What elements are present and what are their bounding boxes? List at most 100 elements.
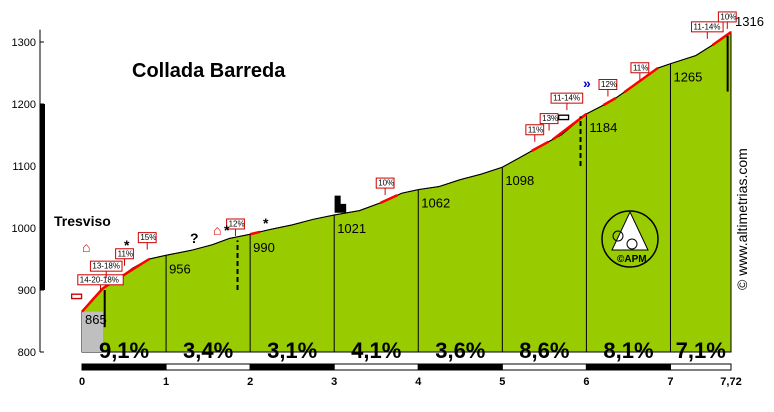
x-tick-label: 0	[79, 376, 85, 388]
apm-logo: ©APM	[601, 210, 659, 268]
watermark-text: © www.altimetrias.com	[734, 148, 750, 290]
y-tick-label: 1000	[12, 223, 36, 235]
ramp-label-text: 11-14%	[693, 22, 720, 31]
question-icon: ?	[190, 230, 199, 246]
axes: 800 900 1000 1100 1200 1300 0 1 2 3 4 5 6 7 7,72	[12, 29, 742, 388]
x-axis-bar-segment	[417, 363, 503, 371]
profile-outline-segment	[439, 179, 461, 187]
km-altitude-label: 1184	[589, 120, 617, 135]
segment-gradient-label: 8,1%	[603, 338, 653, 363]
y-tick-label: 800	[18, 347, 36, 359]
km-altitude-label: 1021	[337, 221, 366, 236]
segment-gradient-label: 4,1%	[351, 338, 401, 363]
segment-gradient-label: 9,1%	[99, 338, 149, 363]
profile-outline-segment	[460, 173, 482, 181]
y-tick-label: 1300	[12, 37, 36, 49]
y-tick-label: 1100	[12, 161, 36, 173]
y-axis-band	[40, 104, 45, 290]
profile-outline-segment	[502, 157, 520, 168]
x-tick-label: 5	[499, 376, 505, 388]
ramp-label-text: 10%	[720, 12, 736, 21]
y-tick-label: 1200	[12, 99, 36, 111]
x-tick-label: 3	[331, 376, 337, 388]
ramp-label-text: 13%	[542, 114, 558, 123]
km-altitude-label: 865	[85, 312, 107, 327]
x-tick-label: 1	[163, 376, 169, 388]
x-axis-bar-segment	[249, 363, 335, 371]
profile-outline-segment	[401, 189, 419, 194]
x-axis-bar-segment	[165, 363, 251, 371]
profile-outline-segment	[670, 55, 696, 65]
profile-outline-segment	[271, 224, 293, 230]
x-axis-bar-segment	[669, 363, 732, 371]
ramp-label-text: 12%	[601, 80, 617, 89]
x-tick-label: 7	[667, 376, 673, 388]
x-axis-bar-segment	[585, 363, 671, 371]
profile-outline-segment	[481, 166, 503, 175]
profile-outline-segment	[418, 185, 440, 191]
profile-outline-segment	[657, 63, 671, 69]
ramp-label-text: 11%	[118, 249, 133, 258]
x-tick-label: 6	[583, 376, 589, 388]
profile-outline-segment	[212, 238, 230, 246]
logo-text: ©APM	[617, 254, 647, 265]
km-altitude-label: 956	[169, 261, 191, 276]
profile-outline-segment	[292, 218, 314, 226]
start-gray-block	[82, 311, 104, 352]
steep-section-line	[379, 194, 398, 205]
x-tick-label: 4	[415, 376, 422, 388]
profile-outline-segment	[165, 249, 192, 256]
steep-section-line	[602, 96, 617, 107]
sign-icon: ▭	[557, 108, 570, 124]
ramp-label-text: 11%	[528, 125, 543, 134]
steep-section-line	[552, 112, 588, 141]
km-altitude-label: 1265	[673, 70, 702, 85]
viewpoint-icon: *	[224, 222, 230, 238]
profile-outline-segment	[334, 210, 360, 216]
direction-icon: »	[583, 75, 591, 91]
steep-section-line	[531, 140, 550, 152]
y-tick-label: 900	[18, 285, 36, 297]
overlay-annotations: 865 956 990 1021 1062 1098 1184 1265 1316 9,1% 3,4…	[70, 11, 764, 363]
profile-area	[81, 31, 732, 353]
x-axis-bar-segment	[501, 363, 587, 371]
ramp-label-text: 12%	[229, 220, 245, 229]
profile-outline-segment	[313, 214, 335, 220]
profile-outline-segment	[229, 233, 251, 240]
profile-outline-segment	[149, 254, 167, 260]
viewpoint-icon: *	[124, 237, 130, 253]
ramp-label-text: 13-18%	[92, 262, 120, 271]
segment-gradient-label: 3,6%	[435, 338, 485, 363]
steep-section-line	[81, 287, 104, 313]
ramp-label-text: 11-14%	[553, 94, 580, 103]
viewpoint-icon: *	[263, 215, 269, 231]
bench-icon: ▙	[334, 195, 347, 213]
ramp-label-text: 14-20-18%	[80, 275, 119, 284]
village-icon: ⌂	[82, 239, 90, 255]
x-tick-label: 7,72	[720, 376, 741, 388]
segment-gradient-label: 3,4%	[183, 338, 233, 363]
steep-section-line	[711, 31, 732, 47]
ramp-label-text: 15%	[140, 233, 156, 242]
profile-outline-segment	[191, 244, 213, 251]
segment-gradient-label: 7,1%	[676, 338, 726, 363]
ramp-label-text: 11%	[633, 63, 648, 72]
ramp-label-text: 10%	[378, 179, 394, 188]
house-icon: ⌂	[213, 222, 221, 238]
start-place-label: Tresviso	[54, 213, 111, 229]
km-altitude-label: 990	[253, 240, 275, 255]
chart-title: Collada Barreda	[132, 60, 286, 82]
ramp-label-box	[630, 62, 650, 74]
x-axis-bar-segment	[333, 363, 419, 371]
km-altitude-label: 1098	[505, 173, 534, 188]
sign-icon: ▭	[70, 287, 83, 303]
profile-outline-segment	[695, 44, 713, 57]
x-axis-bar-segment	[81, 363, 167, 371]
segment-gradient-label: 3,1%	[267, 338, 317, 363]
km-altitude-label: 1316	[735, 14, 764, 29]
km-altitude-label: 1062	[421, 196, 450, 211]
x-tick-label: 2	[247, 376, 253, 388]
segment-gradient-label: 8,6%	[519, 338, 569, 363]
steep-section-line	[623, 67, 659, 94]
